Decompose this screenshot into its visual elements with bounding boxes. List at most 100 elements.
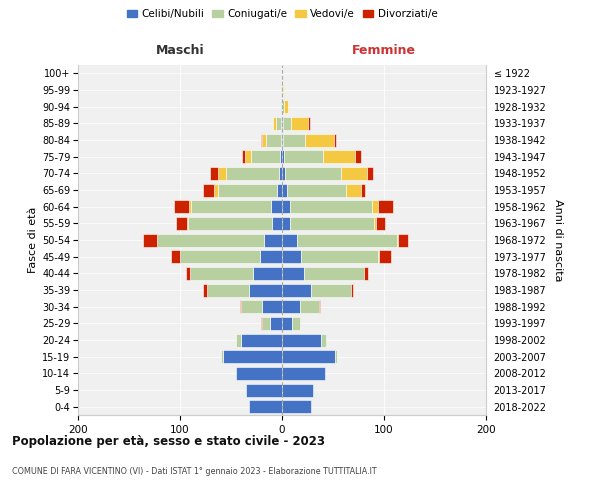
Bar — [298, 234, 397, 246]
Bar — [323, 150, 355, 163]
Bar — [223, 350, 282, 363]
Bar — [374, 217, 376, 230]
Bar — [284, 100, 288, 113]
Bar — [291, 117, 308, 130]
Bar — [282, 134, 283, 146]
Bar — [372, 200, 378, 213]
Legend: Celibi/Nubili, Coniugati/e, Vedovi/e, Divorziati/e: Celibi/Nubili, Coniugati/e, Vedovi/e, Di… — [122, 5, 442, 24]
Bar — [262, 317, 270, 330]
Bar — [284, 150, 323, 163]
Y-axis label: Fasce di età: Fasce di età — [28, 207, 38, 273]
Bar — [251, 150, 280, 163]
Bar — [287, 184, 346, 196]
Bar — [282, 184, 287, 196]
Bar — [282, 400, 311, 413]
Bar — [191, 200, 271, 213]
Bar — [321, 334, 326, 346]
Bar — [367, 167, 373, 180]
Bar — [282, 250, 301, 263]
Bar — [282, 317, 292, 330]
Bar — [280, 150, 282, 163]
Bar — [186, 267, 190, 280]
Bar — [250, 284, 282, 296]
Bar — [188, 217, 272, 230]
Text: Femmine: Femmine — [352, 44, 416, 57]
Bar — [282, 117, 283, 130]
Bar — [308, 117, 310, 130]
Bar — [242, 150, 245, 163]
Bar — [187, 217, 188, 230]
Bar — [283, 134, 305, 146]
Bar — [282, 234, 298, 246]
Bar — [361, 184, 365, 196]
Bar — [281, 134, 282, 146]
Bar — [334, 134, 336, 146]
Bar — [282, 200, 290, 213]
Bar — [266, 134, 281, 146]
Bar — [263, 234, 282, 246]
Bar — [157, 234, 263, 246]
Bar — [174, 200, 189, 213]
Bar — [364, 267, 368, 280]
Bar — [176, 217, 187, 230]
Bar — [271, 200, 282, 213]
Bar — [273, 117, 276, 130]
Bar — [301, 300, 319, 313]
Bar — [276, 117, 281, 130]
Bar — [281, 100, 282, 113]
Bar — [262, 134, 266, 146]
Bar — [282, 167, 285, 180]
Bar — [203, 284, 206, 296]
Bar — [282, 384, 313, 396]
Text: Popolazione per età, sesso e stato civile - 2023: Popolazione per età, sesso e stato civil… — [12, 435, 325, 448]
Bar — [218, 167, 226, 180]
Bar — [241, 334, 282, 346]
Bar — [282, 100, 284, 113]
Bar — [241, 300, 262, 313]
Bar — [260, 134, 262, 146]
Bar — [282, 334, 321, 346]
Bar — [352, 284, 353, 296]
Bar — [282, 367, 325, 380]
Bar — [305, 134, 334, 146]
Bar — [290, 217, 374, 230]
Bar — [209, 167, 218, 180]
Bar — [282, 150, 284, 163]
Bar — [346, 184, 361, 196]
Bar — [376, 217, 385, 230]
Bar — [206, 284, 250, 296]
Y-axis label: Anni di nascita: Anni di nascita — [553, 198, 563, 281]
Bar — [143, 234, 157, 246]
Bar — [319, 300, 320, 313]
Bar — [226, 167, 279, 180]
Bar — [240, 300, 241, 313]
Text: Maschi: Maschi — [155, 44, 205, 57]
Bar — [335, 350, 337, 363]
Bar — [203, 184, 214, 196]
Bar — [283, 84, 284, 96]
Bar — [355, 150, 361, 163]
Bar — [245, 150, 251, 163]
Bar — [378, 250, 379, 263]
Bar — [397, 234, 398, 246]
Bar — [272, 217, 282, 230]
Bar — [378, 200, 393, 213]
Bar — [236, 367, 282, 380]
Bar — [398, 234, 409, 246]
Bar — [262, 300, 282, 313]
Bar — [282, 350, 335, 363]
Bar — [301, 250, 378, 263]
Bar — [283, 117, 291, 130]
Bar — [218, 184, 277, 196]
Bar — [260, 317, 262, 330]
Bar — [270, 317, 282, 330]
Bar — [304, 267, 364, 280]
Bar — [277, 184, 282, 196]
Bar — [221, 350, 223, 363]
Bar — [190, 267, 253, 280]
Bar — [250, 400, 282, 413]
Bar — [292, 317, 301, 330]
Bar — [236, 334, 241, 346]
Bar — [189, 200, 191, 213]
Bar — [281, 117, 282, 130]
